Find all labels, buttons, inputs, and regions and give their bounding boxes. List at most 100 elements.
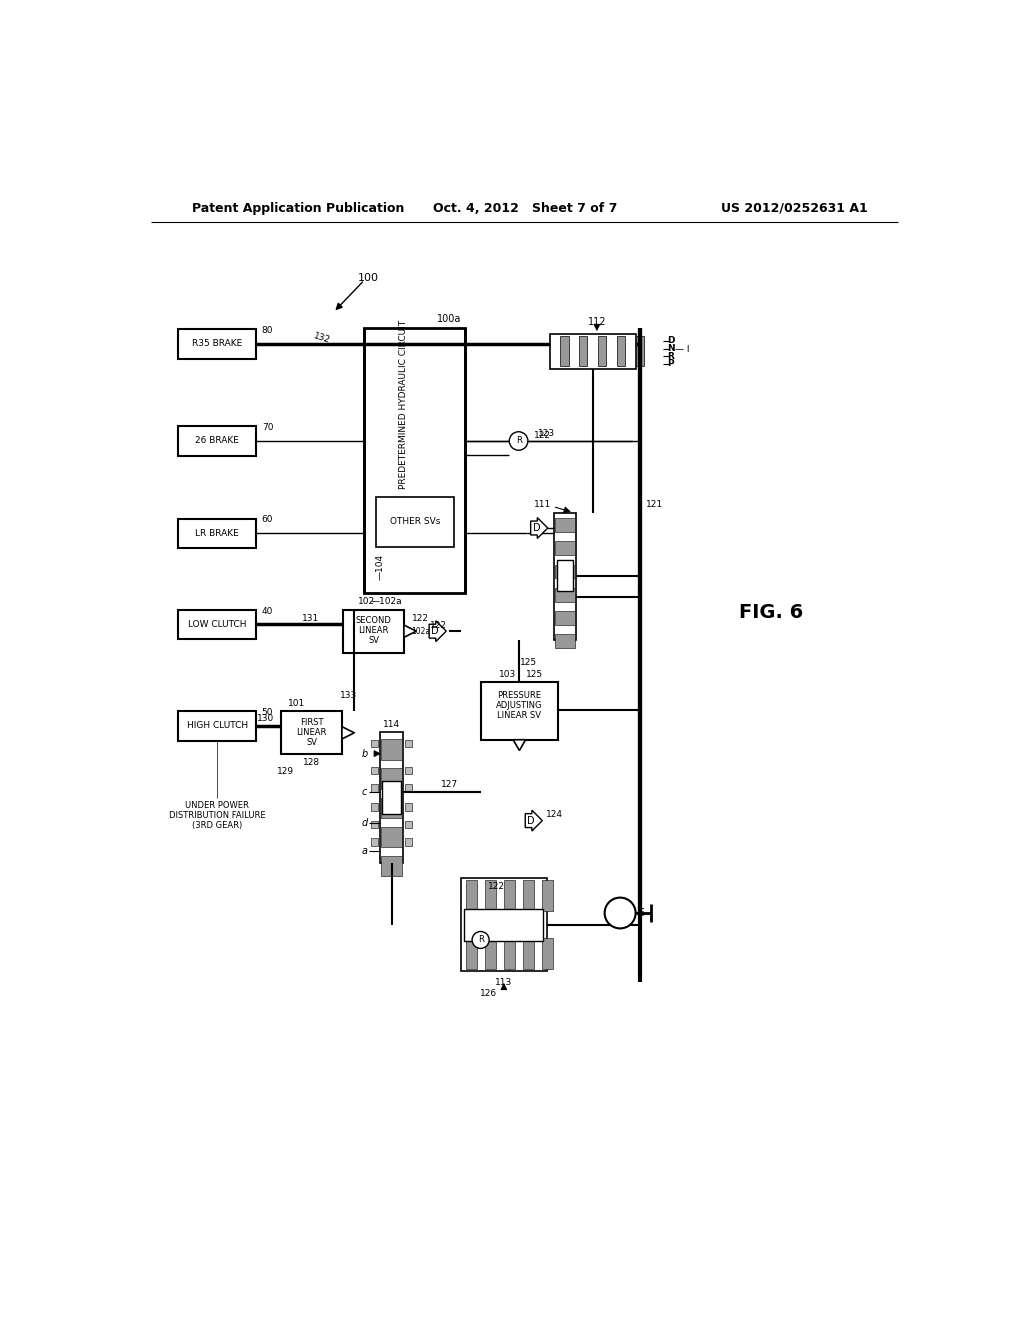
Bar [466,880,477,911]
Bar [480,682,558,739]
Text: 113: 113 [496,978,512,987]
Text: 128: 128 [303,758,321,767]
Text: 100a: 100a [437,314,462,323]
Bar [365,327,465,594]
Text: N: N [667,345,675,352]
Text: 26 BRAKE: 26 BRAKE [196,437,239,445]
Bar [381,797,402,818]
Bar [464,909,544,941]
Bar [404,739,413,747]
Text: 131: 131 [301,614,318,623]
Polygon shape [403,626,417,638]
Text: UNDER POWER: UNDER POWER [185,801,249,809]
Bar [485,939,497,969]
Text: PRESSURE: PRESSURE [498,692,542,701]
Bar [523,880,535,911]
Text: 122: 122 [429,620,446,630]
Polygon shape [513,739,525,751]
Bar [555,541,575,556]
Bar [371,803,378,810]
Text: 70: 70 [262,422,273,432]
Text: R: R [516,437,521,445]
Text: 40: 40 [262,607,273,615]
Text: FIRST: FIRST [300,718,324,726]
Text: 50: 50 [262,709,273,717]
Bar [404,803,413,810]
Bar [485,880,497,911]
Text: SECOND: SECOND [355,616,391,624]
Text: 129: 129 [276,767,294,776]
Text: LINEAR: LINEAR [358,626,389,635]
Text: 6: 6 [639,908,645,917]
Bar [466,939,477,969]
Text: (3RD GEAR): (3RD GEAR) [193,821,243,830]
Text: 121: 121 [646,500,664,510]
Text: 60: 60 [262,515,273,524]
Text: 102: 102 [358,598,375,606]
Text: 130: 130 [257,714,274,723]
Text: 103: 103 [499,669,516,678]
Text: 122: 122 [487,882,505,891]
Text: 124: 124 [546,810,563,818]
Bar [382,780,400,814]
Bar [504,880,515,911]
Text: 101: 101 [289,700,305,708]
Bar [555,519,575,532]
Text: D: D [431,626,438,636]
Bar [178,610,256,639]
Text: R35 BRAKE: R35 BRAKE [193,339,243,348]
Text: LINEAR: LINEAR [297,727,327,737]
Bar [555,634,575,648]
Bar [381,826,402,847]
Text: ADJUSTING: ADJUSTING [496,701,543,710]
Text: LINEAR SV: LINEAR SV [498,711,542,721]
Text: 80: 80 [262,326,273,334]
Text: 114: 114 [383,719,400,729]
Bar [560,337,568,367]
Text: FIG. 6: FIG. 6 [739,603,804,622]
Bar [404,767,413,775]
Bar [542,880,553,911]
Bar [555,565,575,578]
Text: 122: 122 [413,614,429,623]
Bar [554,512,575,640]
Text: Oct. 4, 2012   Sheet 7 of 7: Oct. 4, 2012 Sheet 7 of 7 [432,202,617,215]
Text: PREDETERMINED HYDRAULIC CIRCUIT: PREDETERMINED HYDRAULIC CIRCUIT [398,321,408,490]
Text: D: D [527,816,535,825]
Bar [381,855,402,876]
Circle shape [509,432,528,450]
Bar [404,821,413,829]
Bar [550,334,636,368]
Bar [555,611,575,624]
Text: — I: — I [675,345,689,354]
Text: 132: 132 [312,331,332,345]
Text: 127: 127 [441,780,458,789]
Text: DISTRIBUTION FAILURE: DISTRIBUTION FAILURE [169,810,265,820]
Text: Patent Application Publication: Patent Application Publication [191,202,403,215]
Text: c: c [361,787,367,797]
Text: 133: 133 [340,692,356,701]
Text: b: b [361,748,368,759]
Text: 126: 126 [480,990,497,998]
Text: 123: 123 [538,429,555,438]
Text: —104: —104 [376,553,384,579]
Text: P: P [668,359,674,368]
Bar [557,560,572,591]
Text: R: R [667,352,674,360]
Bar [555,587,575,602]
Bar [523,939,535,969]
Text: a: a [361,846,368,857]
Bar [343,610,403,653]
Text: R: R [477,936,483,944]
Text: 125: 125 [526,669,544,678]
Bar [542,939,553,969]
Bar [461,878,547,970]
Bar [381,768,402,789]
Bar [371,838,378,846]
Text: LR BRAKE: LR BRAKE [196,529,239,537]
Bar [178,519,256,548]
Text: 100: 100 [357,273,379,282]
Text: LOW CLUTCH: LOW CLUTCH [187,620,247,628]
Text: SV: SV [369,636,379,645]
Circle shape [604,898,636,928]
